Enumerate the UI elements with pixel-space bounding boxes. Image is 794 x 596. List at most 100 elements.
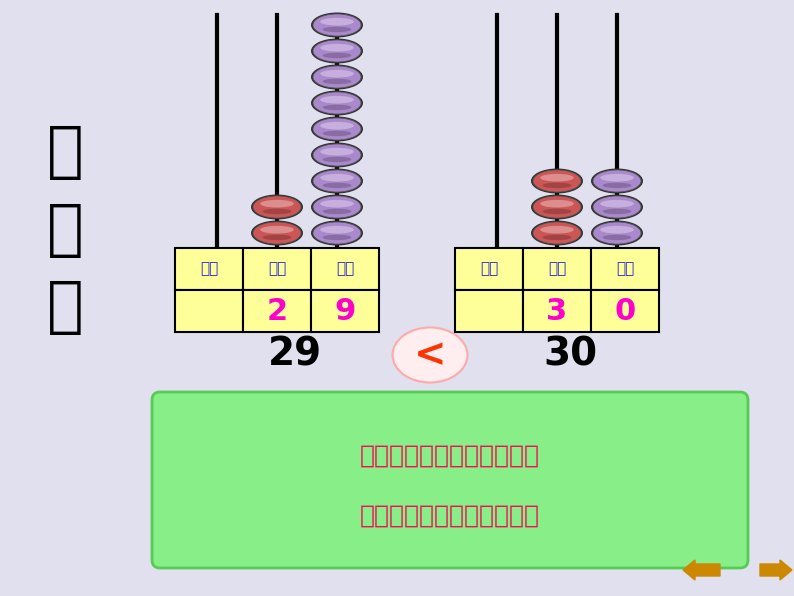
Ellipse shape: [542, 182, 572, 188]
FancyBboxPatch shape: [152, 392, 748, 568]
Ellipse shape: [311, 221, 363, 246]
Ellipse shape: [322, 105, 352, 110]
Text: 29: 29: [268, 336, 322, 374]
Ellipse shape: [603, 235, 631, 240]
Ellipse shape: [593, 222, 641, 244]
Ellipse shape: [313, 92, 361, 114]
Ellipse shape: [540, 226, 574, 234]
Ellipse shape: [311, 116, 363, 141]
Text: <: <: [414, 336, 446, 374]
Ellipse shape: [311, 91, 363, 116]
Ellipse shape: [542, 235, 572, 240]
Ellipse shape: [311, 169, 363, 194]
Ellipse shape: [322, 157, 352, 162]
Ellipse shape: [591, 194, 643, 219]
Ellipse shape: [533, 196, 581, 218]
Ellipse shape: [591, 221, 643, 246]
Bar: [455, 248, 523, 290]
Bar: [243, 248, 311, 290]
Ellipse shape: [253, 222, 301, 244]
Ellipse shape: [322, 27, 352, 32]
Ellipse shape: [531, 221, 583, 246]
Text: 个位: 个位: [336, 262, 354, 277]
Ellipse shape: [313, 170, 361, 192]
Text: 个位: 个位: [616, 262, 634, 277]
Ellipse shape: [531, 169, 583, 194]
Ellipse shape: [320, 18, 354, 26]
Ellipse shape: [533, 222, 581, 244]
Ellipse shape: [320, 70, 354, 77]
Ellipse shape: [313, 66, 361, 88]
FancyArrow shape: [760, 560, 792, 580]
Text: 十位上的数大这个数就大。: 十位上的数大这个数就大。: [360, 503, 540, 527]
Ellipse shape: [320, 200, 354, 207]
Text: 百位: 百位: [200, 262, 218, 277]
Text: 十位: 十位: [268, 262, 286, 277]
Ellipse shape: [260, 200, 294, 207]
Bar: [175, 290, 243, 332]
Text: 百位: 百位: [480, 262, 498, 277]
Ellipse shape: [593, 196, 641, 218]
Text: 十位: 十位: [548, 262, 566, 277]
Bar: [311, 290, 379, 332]
Text: 9: 9: [334, 296, 356, 325]
FancyArrow shape: [683, 560, 720, 580]
Ellipse shape: [313, 196, 361, 218]
Ellipse shape: [322, 131, 352, 136]
Ellipse shape: [311, 64, 363, 89]
Ellipse shape: [542, 209, 572, 214]
Ellipse shape: [311, 39, 363, 64]
Ellipse shape: [260, 226, 294, 234]
Bar: [175, 248, 243, 290]
Ellipse shape: [320, 174, 354, 182]
Bar: [523, 248, 591, 290]
Ellipse shape: [322, 79, 352, 84]
Ellipse shape: [320, 148, 354, 156]
Ellipse shape: [322, 182, 352, 188]
Ellipse shape: [313, 40, 361, 62]
Ellipse shape: [311, 142, 363, 167]
Ellipse shape: [322, 52, 352, 58]
Bar: [591, 290, 659, 332]
Ellipse shape: [251, 194, 303, 219]
Text: 比
一
比: 比 一 比: [47, 123, 83, 337]
Ellipse shape: [320, 96, 354, 104]
Bar: [311, 248, 379, 290]
Ellipse shape: [600, 226, 634, 234]
Text: 2: 2: [267, 296, 287, 325]
Ellipse shape: [320, 226, 354, 234]
Ellipse shape: [591, 169, 643, 194]
Ellipse shape: [320, 122, 354, 129]
Ellipse shape: [263, 209, 291, 214]
Ellipse shape: [253, 196, 301, 218]
Ellipse shape: [311, 194, 363, 219]
Bar: [591, 248, 659, 290]
Ellipse shape: [600, 200, 634, 207]
Ellipse shape: [540, 174, 574, 182]
Ellipse shape: [540, 200, 574, 207]
Text: 3: 3: [546, 296, 568, 325]
Ellipse shape: [313, 144, 361, 166]
Ellipse shape: [263, 235, 291, 240]
Text: 两位数比大小，先比十位，: 两位数比大小，先比十位，: [360, 444, 540, 468]
Ellipse shape: [322, 235, 352, 240]
Ellipse shape: [320, 44, 354, 51]
Bar: [523, 290, 591, 332]
Ellipse shape: [531, 194, 583, 219]
Ellipse shape: [593, 170, 641, 192]
Bar: [455, 290, 523, 332]
Ellipse shape: [311, 13, 363, 38]
Ellipse shape: [600, 174, 634, 182]
Text: 30: 30: [543, 336, 597, 374]
Ellipse shape: [392, 327, 468, 383]
Ellipse shape: [313, 118, 361, 140]
Ellipse shape: [322, 209, 352, 214]
Ellipse shape: [603, 209, 631, 214]
Bar: [243, 290, 311, 332]
Ellipse shape: [313, 222, 361, 244]
Ellipse shape: [603, 182, 631, 188]
Ellipse shape: [533, 170, 581, 192]
Text: 0: 0: [615, 296, 636, 325]
Ellipse shape: [313, 14, 361, 36]
Ellipse shape: [251, 221, 303, 246]
